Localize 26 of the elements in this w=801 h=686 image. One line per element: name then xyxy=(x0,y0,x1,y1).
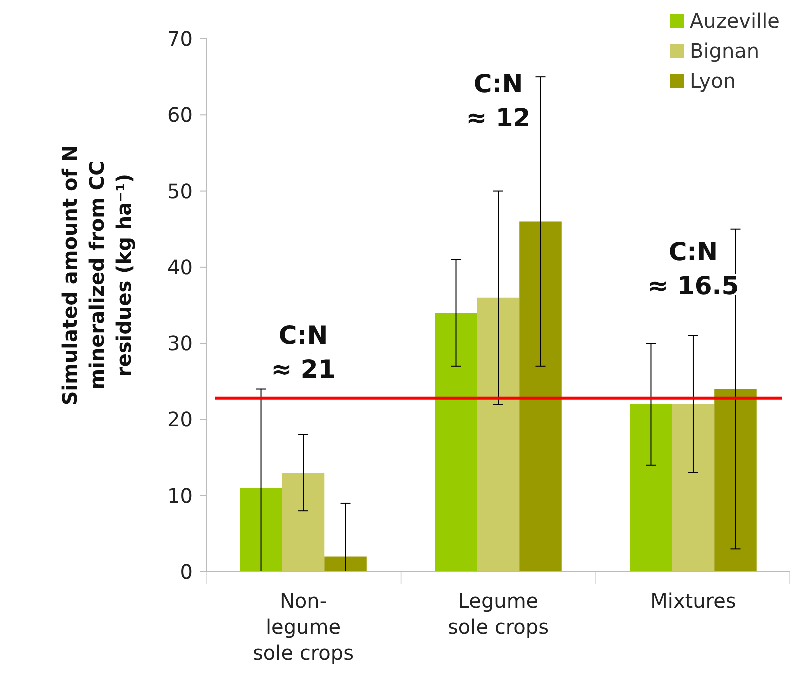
y-tick-label: 10 xyxy=(168,484,193,508)
legend-label: Bignan xyxy=(690,39,760,63)
annotation: C:N ≈ 21 xyxy=(271,321,336,384)
bar xyxy=(324,556,367,572)
x-tick-label: Legume sole crops xyxy=(448,589,550,639)
y-tick-label: 40 xyxy=(168,255,193,280)
y-tick-label: 0 xyxy=(180,560,193,584)
bar xyxy=(630,404,672,572)
bar xyxy=(714,389,757,572)
y-tick-label: 50 xyxy=(168,179,193,204)
bar xyxy=(477,298,520,572)
annotation: C:N ≈ 12 xyxy=(466,70,531,133)
x-tick-label: Mixtures xyxy=(650,589,736,613)
bar xyxy=(240,488,282,572)
bar xyxy=(672,404,715,572)
y-tick-label: 70 xyxy=(168,27,193,51)
y-tick-label: 60 xyxy=(168,103,193,128)
bar xyxy=(282,473,325,572)
bar xyxy=(435,313,478,572)
bar xyxy=(520,222,562,572)
legend-label: Auzeville xyxy=(690,9,780,33)
x-tick-label: Non-legume sole crops xyxy=(253,589,354,665)
y-tick-label: 30 xyxy=(168,332,193,356)
y-tick-label: 20 xyxy=(168,408,193,432)
y-axis-title: Simulated amount of N mineralized from CC residues (kg ha⁻¹) xyxy=(58,145,136,406)
legend-label: Lyon xyxy=(690,69,736,93)
